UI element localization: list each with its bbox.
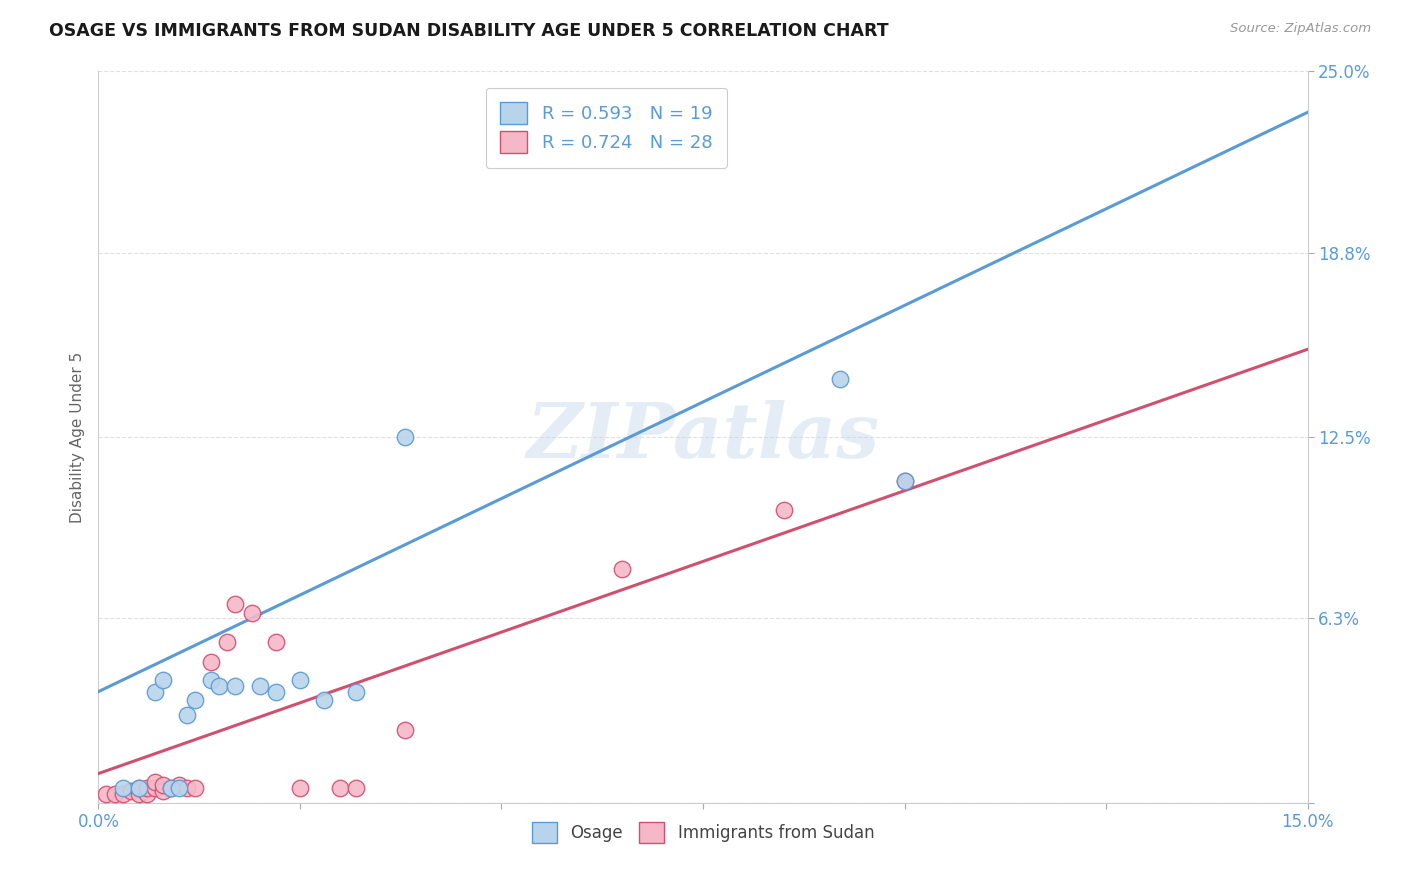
Point xyxy=(224,679,246,693)
Text: OSAGE VS IMMIGRANTS FROM SUDAN DISABILITY AGE UNDER 5 CORRELATION CHART: OSAGE VS IMMIGRANTS FROM SUDAN DISABILIT… xyxy=(49,22,889,40)
Text: Source: ZipAtlas.com: Source: ZipAtlas.com xyxy=(1230,22,1371,36)
Point xyxy=(135,787,157,801)
Point xyxy=(208,679,231,693)
Point xyxy=(111,787,134,801)
Point xyxy=(176,781,198,796)
Point xyxy=(314,693,336,707)
Point xyxy=(772,503,794,517)
Point xyxy=(152,784,174,798)
Point xyxy=(329,781,352,796)
Point xyxy=(167,781,190,796)
Point xyxy=(828,371,851,385)
Point xyxy=(143,781,166,796)
Point xyxy=(344,684,367,698)
Point xyxy=(394,723,416,737)
Point xyxy=(893,474,915,488)
Text: ZIPatlas: ZIPatlas xyxy=(526,401,880,474)
Point xyxy=(288,673,311,687)
Y-axis label: Disability Age Under 5: Disability Age Under 5 xyxy=(69,351,84,523)
Point xyxy=(893,474,915,488)
Point xyxy=(240,606,263,620)
Point xyxy=(128,781,150,796)
Point xyxy=(224,597,246,611)
Point xyxy=(152,673,174,687)
Point xyxy=(135,781,157,796)
Point xyxy=(184,781,207,796)
Point xyxy=(160,781,183,796)
Point xyxy=(200,673,222,687)
Point xyxy=(288,781,311,796)
Point xyxy=(160,781,183,796)
Point xyxy=(217,635,239,649)
Point xyxy=(184,693,207,707)
Point xyxy=(394,430,416,444)
Point xyxy=(152,778,174,792)
Point xyxy=(143,684,166,698)
Point xyxy=(111,781,134,796)
Point xyxy=(167,778,190,792)
Point xyxy=(128,781,150,796)
Point xyxy=(344,781,367,796)
Point xyxy=(143,775,166,789)
Point xyxy=(249,679,271,693)
Point xyxy=(128,787,150,801)
Point xyxy=(103,787,125,801)
Point xyxy=(120,784,142,798)
Point xyxy=(264,684,287,698)
Point xyxy=(176,708,198,723)
Point xyxy=(612,562,634,576)
Point xyxy=(96,787,118,801)
Point xyxy=(200,656,222,670)
Legend: Osage, Immigrants from Sudan: Osage, Immigrants from Sudan xyxy=(524,815,882,849)
Point xyxy=(264,635,287,649)
